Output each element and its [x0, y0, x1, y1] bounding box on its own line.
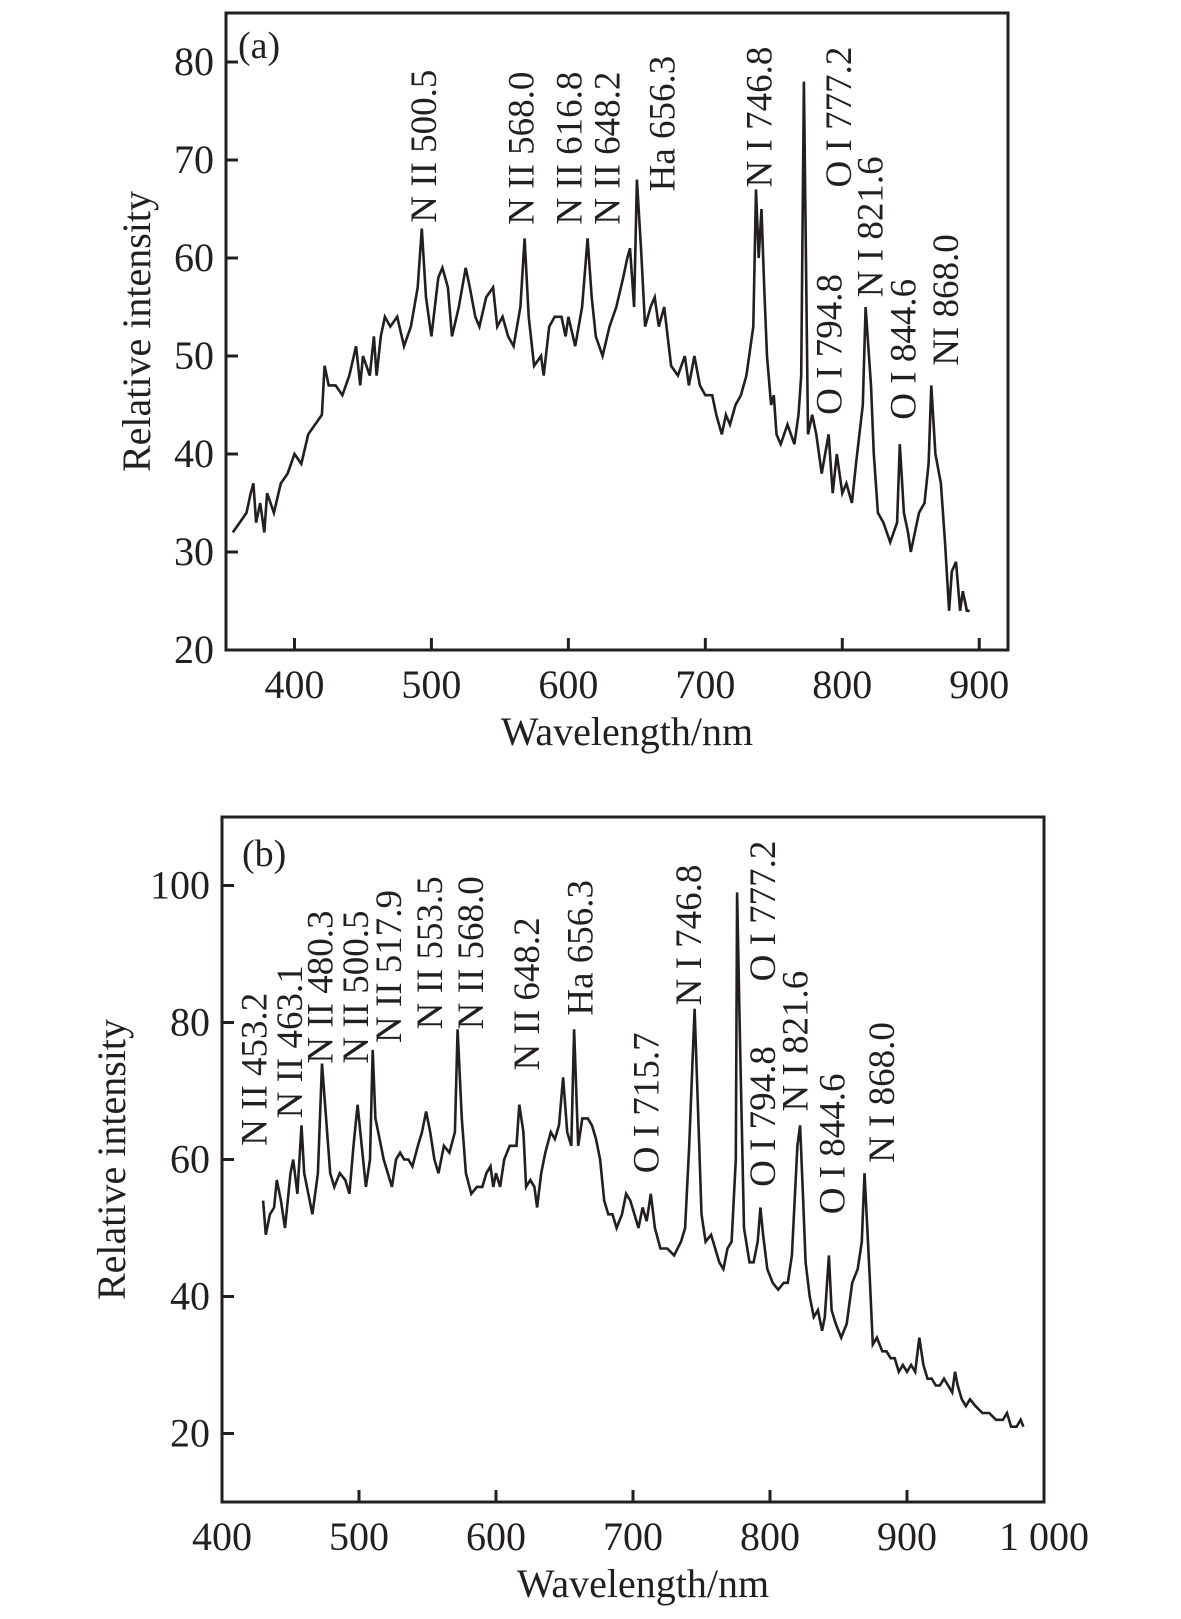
x-tick-label: 500 [329, 1514, 389, 1559]
peak-label: O I 715.7 [626, 1032, 667, 1173]
y-tick-label: 70 [174, 137, 214, 182]
peak-label: O I 844.6 [813, 1074, 854, 1215]
x-tick-label: 800 [812, 662, 872, 707]
peak-label: O I 777.2 [819, 47, 860, 188]
panel-label: (a) [238, 25, 280, 67]
y-tick-label: 60 [170, 1137, 210, 1182]
peak-label: N II 553.5 [410, 876, 451, 1029]
peak-label: N II 616.8 [549, 72, 590, 225]
y-tick-label: 40 [174, 431, 214, 476]
peak-label: N II 453.2 [235, 993, 276, 1146]
spectrum-line [261, 892, 1025, 1428]
peak-label: O I 844.6 [884, 279, 925, 420]
peak-label: O I 777.2 [743, 841, 784, 982]
plot-frame [224, 11, 1010, 652]
x-tick-label: 1 000 [999, 1514, 1089, 1559]
x-axis-title: Wavelength/nm [517, 1561, 769, 1606]
y-tick-label: 100 [150, 863, 210, 908]
peak-label: N II 463.1 [270, 965, 311, 1118]
y-axis-title: Relative intensity [114, 191, 159, 472]
x-tick-label: 900 [949, 662, 1009, 707]
y-tick-label: 50 [174, 333, 214, 378]
y-tick-label: 20 [174, 627, 214, 672]
x-tick-label: 600 [466, 1514, 526, 1559]
peak-label: N II 480.3 [300, 910, 341, 1063]
x-tick-label: 600 [538, 662, 598, 707]
peak-label: Ha 656.3 [643, 56, 684, 192]
peak-label: N II 568.0 [451, 876, 492, 1029]
x-axis-title: Wavelength/nm [501, 709, 753, 754]
y-tick-label: 60 [174, 235, 214, 280]
peak-label: O I 794.8 [810, 274, 851, 415]
peak-label: N II 568.0 [501, 72, 542, 225]
chart-panel-a: 400 500 600 700 800 900 20 30 40 50 60 70 80 Waveleng… [114, 11, 1010, 754]
x-tick-label: 700 [675, 662, 735, 707]
peak-label: N I 746.8 [740, 47, 781, 188]
x-tick-label: 400 [264, 662, 324, 707]
y-tick-label: 80 [174, 39, 214, 84]
peak-label: N II 517.9 [369, 890, 410, 1043]
y-tick-label: 40 [170, 1274, 210, 1319]
peak-label: N II 648.2 [507, 917, 548, 1070]
x-tick-label: 400 [192, 1514, 252, 1559]
x-tick-label: 800 [740, 1514, 800, 1559]
peak-label: N II 500.5 [404, 70, 445, 223]
peak-label: Ha 656.3 [561, 880, 602, 1016]
x-tick-label: 900 [877, 1514, 937, 1559]
chart-panel-b: 400 500 600 700 800 900 1 000 20 40 60 80 100 Wavele… [89, 815, 1089, 1606]
spectrum-line [231, 81, 970, 613]
panel-label: (b) [242, 833, 286, 875]
peak-label: N II 648.2 [588, 72, 629, 225]
y-tick-label: 30 [174, 529, 214, 574]
x-tick-label: 700 [603, 1514, 663, 1559]
peak-label: N I 868.0 [862, 1022, 903, 1163]
peak-label: O I 794.8 [743, 1046, 784, 1187]
peak-label: N I 821.6 [851, 156, 892, 297]
peak-label: N I 746.8 [669, 865, 710, 1006]
peak-label: NI 868.0 [926, 234, 967, 366]
peak-label: N II 500.5 [336, 910, 377, 1063]
y-tick-label: 80 [170, 1000, 210, 1045]
peak-label: N I 821.6 [776, 971, 817, 1112]
x-tick-label: 500 [401, 662, 461, 707]
y-tick-label: 20 [170, 1411, 210, 1456]
y-axis-title: Relative intensity [89, 1019, 134, 1300]
